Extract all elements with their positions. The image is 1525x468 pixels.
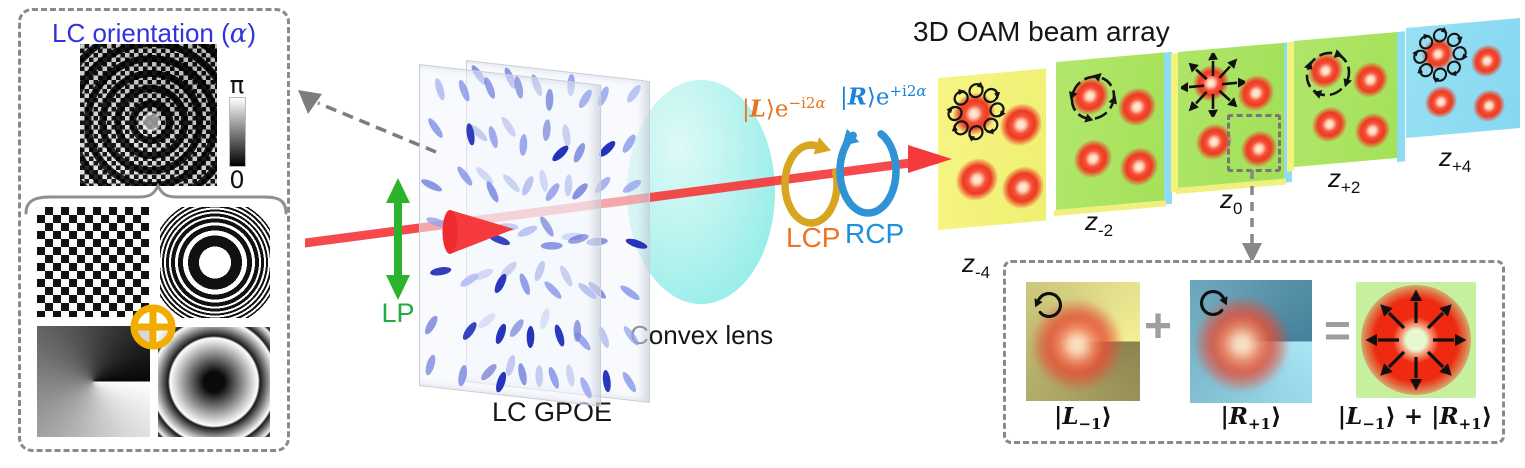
beam-arrowhead [908,145,952,173]
panel-edge [1287,42,1294,172]
oam-beam-spot [1311,105,1347,144]
dashed-pointer-arrow-icon [298,90,437,154]
brace-icon [24,182,288,215]
oam-beam-spot [1001,164,1044,211]
circled-plus-icon [130,304,176,350]
z-label: z-4 [962,248,991,282]
z-label: z+4 [1439,142,1472,176]
lcp-state-label: |L⟩e−i2α [742,94,826,123]
ring-of-circulating-arrows-icon [946,81,1006,142]
colorbar-max-label: π [229,71,245,99]
oam-beam-spot [1473,88,1506,124]
beam-panel-z-2 [1053,51,1172,217]
panel-edge [1397,31,1405,162]
lcp-circular-arrow-icon [781,137,841,227]
circular-arrow-ring-icon [1069,73,1117,123]
z-label: z+2 [1328,163,1361,197]
rcp-state-label: |R⟩e+i2α [840,82,927,111]
checkerboard-pattern-image [37,207,149,317]
beam-panel-z0 [1171,42,1292,195]
ring-of-circulating-arrows-icon [1412,27,1468,84]
azimuthal-phase-pattern-image [37,326,150,437]
ket-l-label: |L−1⟩ [1053,403,1113,433]
beam-panel-z+4 [1406,18,1520,139]
radial-outward-arrows-icon [1365,289,1467,391]
equals-operator: = [1324,304,1351,356]
colorbar [229,97,246,167]
rcp-label: RCP [845,218,905,249]
oam-beam-spot [1117,85,1156,128]
oam-beam-spot [1470,43,1503,79]
selection-dashed-box [1227,114,1281,172]
array-title: 3D OAM beam array [913,16,1170,47]
lc-panel-title: LC orientation (α) [52,18,256,49]
superposition-label: |L−1⟩ + |R+1⟩ [1337,403,1493,433]
rcp-circular-arrow-icon [836,128,900,217]
z-label: z-2 [1085,206,1114,240]
fresnel-lens-phase-pattern-image [158,327,270,437]
oam-beam-spot [1119,146,1158,188]
cw-circle-arrow-icon [1199,289,1228,317]
beam-focus-cone [442,210,514,254]
radial-outward-arrows-icon [1181,50,1245,120]
ket-r-label: |R+1⟩ [1220,403,1282,433]
beam-panel-z+2 [1287,31,1405,172]
beam-panel-z-4 [938,68,1046,230]
r-plus1-beam-image [1190,280,1312,403]
oam-beam-spot [1352,60,1388,99]
superposition-beam-image [1356,282,1476,398]
colorbar-min-label: 0 [229,166,245,194]
ccw-circle-arrow-icon [1034,291,1063,319]
superposition-inset-panel: + = |L−1⟩ |R+1⟩ |L−1⟩ + |R+1⟩ [1003,260,1505,444]
lcp-label: LCP [786,222,841,253]
lp-label: LP [381,298,415,328]
phase-pattern-grid [37,207,271,439]
lc-orientation-panel: LC orientation (α) π 0 [18,8,290,452]
dashed-down-arrow-icon [1242,170,1262,263]
lc-molecules [421,76,597,399]
lc-gpoe-plate-1 [419,64,601,407]
oam-donut [1192,294,1292,394]
z-label: z0 [1220,184,1243,218]
oam-beam-spot [1354,111,1390,151]
oam-beam-spot [1425,84,1458,119]
circular-arrow-ring-icon [1304,49,1352,99]
l-minus1-beam-image [1026,282,1140,401]
oam-donut [1029,297,1125,393]
plus-operator: + [1144,300,1173,353]
oam-beam-spot [1074,138,1113,180]
lc-orientation-map-image [80,44,217,186]
convex-lens-label: Convex lens [630,320,774,350]
lp-double-arrow-icon [386,178,410,300]
panel-edge [1171,53,1178,193]
ring-grating-pattern-image [160,207,270,318]
